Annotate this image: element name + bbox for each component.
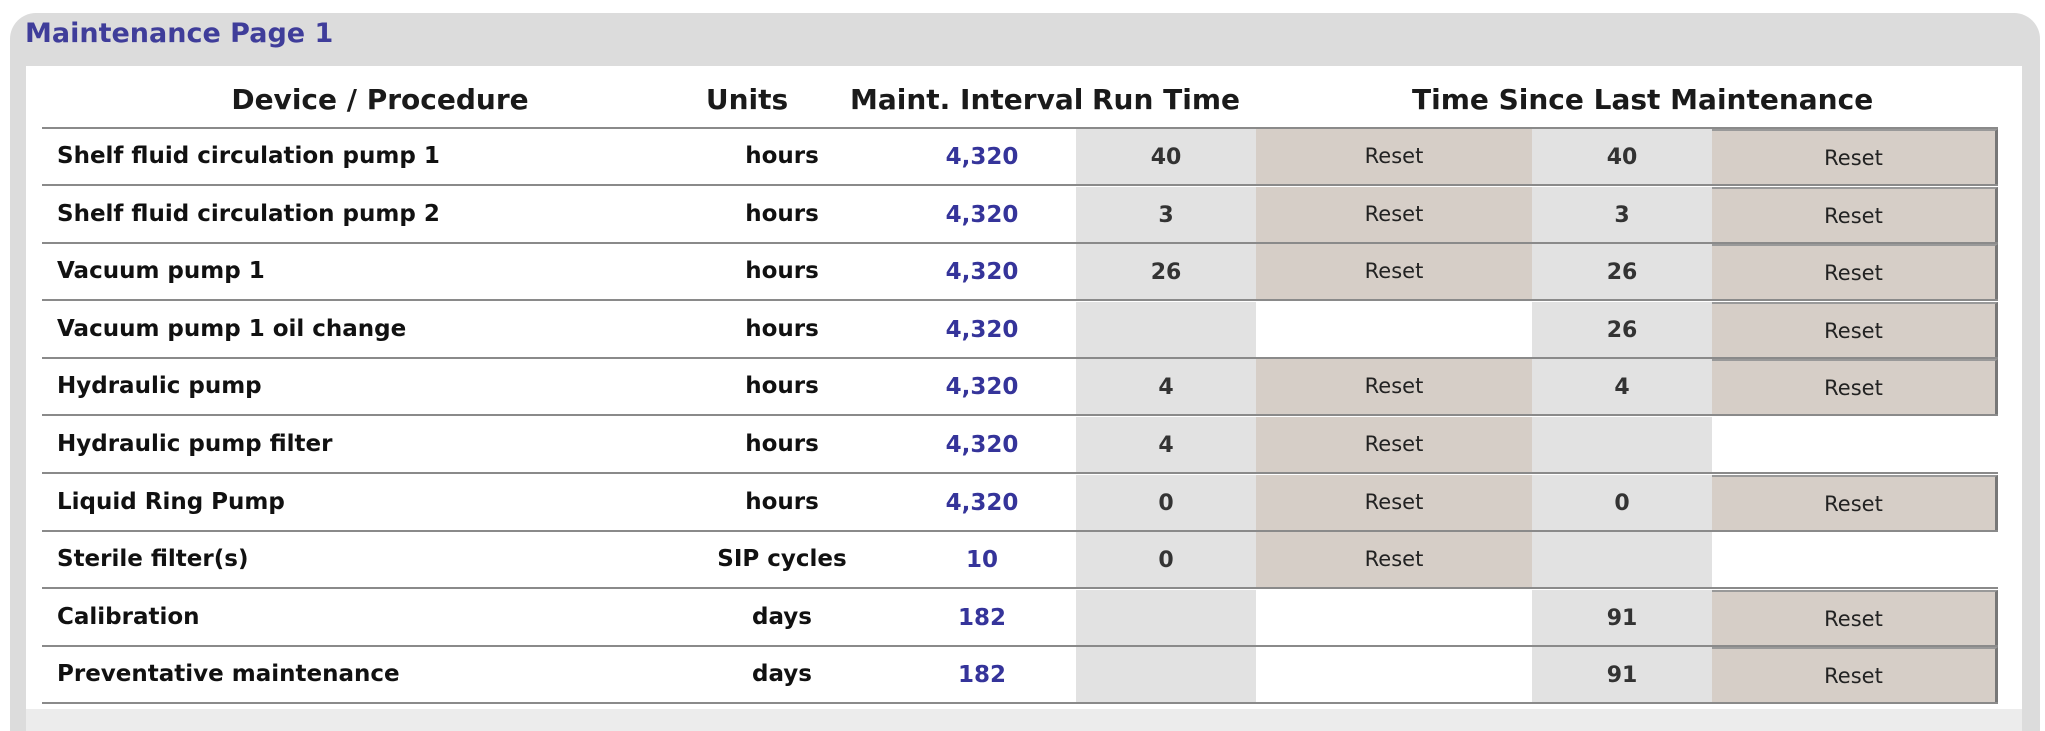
maint-interval-value: 4,320 [945,144,1019,170]
run-time-reset-button[interactable]: Reset [1256,474,1532,530]
header-interval: Maint. Interval [850,83,1084,116]
maint-interval-value: 4,320 [945,432,1019,458]
run-time-value: 26 [1076,244,1256,300]
time-since-value: 26 [1532,244,1712,300]
table-row: Shelf fluid circulation pump 2 hours 4,320… [42,186,1998,244]
row-divider [42,529,1998,532]
device-name: Liquid Ring Pump [57,488,285,515]
run-time-reset-button[interactable]: Reset [1256,244,1532,300]
time-since-value: 91 [1532,647,1712,703]
table-row: Hydraulic pump filter hours 4,320 4 Reset [42,417,1998,474]
device-name: Shelf fluid circulation pump 2 [57,200,440,227]
time-since-value: 3 [1532,186,1712,242]
units-value: hours [745,431,819,457]
table-row: Vacuum pump 1 oil change hours 4,320 26 Rese… [42,301,1998,359]
units-value: hours [745,373,819,400]
header-run-time: Run Time [1091,83,1241,116]
run-time-value [1076,589,1256,645]
maint-interval-value: 4,320 [945,374,1019,401]
units-value: SIP cycles [717,546,847,573]
run-time-value: 4 [1076,417,1256,472]
maint-interval-value: 4,320 [945,316,1019,343]
device-name: Hydraulic pump [57,373,262,400]
maint-interval-value: 182 [957,604,1006,631]
run-time-value: 4 [1076,359,1256,415]
time-since-reset-button[interactable]: Reset [1712,244,1998,300]
device-name: Sterile filter(s) [57,546,249,573]
time-since-reset-button[interactable]: Reset [1712,474,1998,530]
table-row: Preventative maintenance days 182 91 Reset [42,647,1998,705]
time-since-reset-empty [1712,532,1998,588]
run-time-value [1076,301,1256,357]
run-time-reset-button[interactable]: Reset [1256,417,1532,472]
page-title: Maintenance Page 1 [25,18,334,49]
table-row: Sterile filter(s) SIP cycles 10 0 Reset [42,532,1998,590]
device-name: Hydraulic pump filter [57,431,333,457]
units-value: hours [745,488,819,515]
row-divider [42,241,1998,244]
run-time-value [1076,647,1256,703]
units-value: hours [745,315,819,342]
time-since-value: 91 [1532,589,1712,645]
table-row: Shelf fluid circulation pump 1 hours 4,320… [42,127,1998,186]
header-device: Device / Procedure [231,83,529,116]
time-since-reset-button[interactable]: Reset [1712,647,1998,703]
maint-interval-value: 4,320 [945,201,1019,228]
time-since-reset-button[interactable]: Reset [1712,301,1998,357]
device-name: Vacuum pump 1 [57,258,265,285]
run-time-value: 40 [1076,129,1256,184]
row-divider [42,414,1998,417]
row-divider [42,356,1998,359]
run-time-reset-button[interactable]: Reset [1256,186,1532,242]
run-time-reset-empty [1256,301,1532,357]
units-value: days [752,661,812,688]
time-since-reset-button[interactable]: Reset [1712,589,1998,645]
header-divider [42,127,1998,129]
table-row: Hydraulic pump hours 4,320 4 Reset 4 Reset [42,359,1998,417]
device-name: Vacuum pump 1 oil change [57,315,407,342]
maint-interval-value: 182 [957,662,1006,689]
device-name: Preventative maintenance [57,661,400,688]
run-time-reset-button[interactable]: Reset [1256,532,1532,588]
time-since-reset-button[interactable]: Reset [1712,129,1998,184]
run-time-value: 0 [1076,532,1256,588]
table-row: Calibration days 182 91 Reset [42,589,1998,647]
time-since-value [1532,417,1712,472]
units-value: hours [745,258,819,285]
row-divider [42,472,1998,474]
time-since-reset-button[interactable]: Reset [1712,186,1998,242]
run-time-reset-empty [1256,589,1532,645]
row-divider [42,644,1998,647]
time-since-value: 26 [1532,301,1712,357]
maint-interval-value: 10 [965,547,998,574]
table-footer-strip [26,709,2022,731]
time-since-value: 0 [1532,474,1712,530]
units-value: days [752,603,812,630]
time-since-reset-empty [1712,417,1998,472]
run-time-value: 0 [1076,474,1256,530]
device-name: Shelf fluid circulation pump 1 [57,143,440,169]
units-value: hours [745,143,819,169]
run-time-reset-button[interactable]: Reset [1256,129,1532,184]
row-divider [42,299,1998,302]
time-since-value [1532,532,1712,588]
maint-interval-value: 4,320 [945,489,1019,516]
header-units: Units [705,83,789,116]
row-divider [42,184,1998,186]
header-time-since-last: Time Since Last Maintenance [1412,83,1874,116]
table-row: Liquid Ring Pump hours 4,320 0 Reset 0 Reset [42,474,1998,532]
time-since-reset-button[interactable]: Reset [1712,359,1998,415]
units-value: hours [745,200,819,227]
run-time-reset-empty [1256,647,1532,703]
maint-interval-value: 4,320 [945,259,1019,286]
time-since-value: 4 [1532,359,1712,415]
row-divider [42,587,1998,590]
run-time-reset-button[interactable]: Reset [1256,359,1532,415]
table-row: Vacuum pump 1 hours 4,320 26 Reset 26 Reset [42,244,1998,302]
device-name: Calibration [57,603,200,630]
run-time-value: 3 [1076,186,1256,242]
row-divider [42,702,1998,705]
time-since-value: 40 [1532,129,1712,184]
